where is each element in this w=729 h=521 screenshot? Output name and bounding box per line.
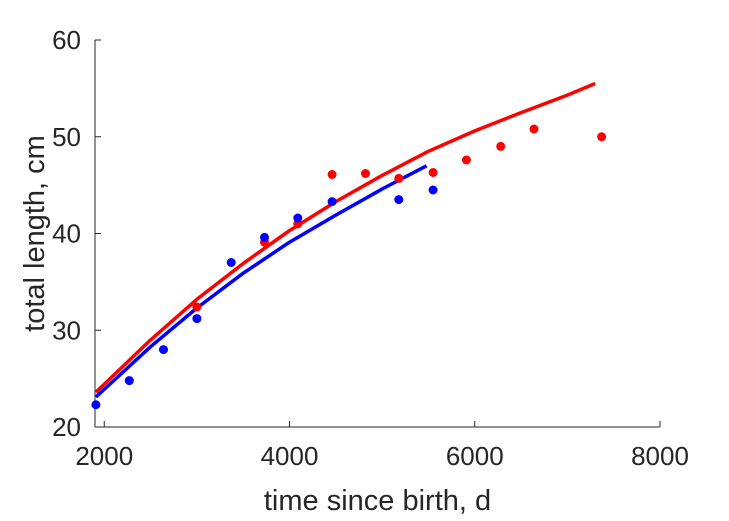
y-tick-label: 40 [52,219,81,249]
blue-data-point [293,213,303,223]
axes [94,40,660,428]
red-data-point [361,169,370,178]
y-tick-label: 50 [52,122,81,152]
ticks: 2000 4000 6000 8000 20 30 40 50 60 [52,25,689,471]
y-tick-label: 60 [52,25,81,55]
red-data-point [529,124,539,134]
blue-data-point [428,185,438,195]
x-tick-label: 8000 [631,441,689,471]
fit-curves [94,81,596,399]
y-axis-label: total length, cm [19,135,51,332]
red-data-point [192,302,202,312]
x-axis-label: time since birth, d [264,485,491,517]
x-tick-label: 6000 [446,441,504,471]
blue-data-point [124,376,134,386]
blue-data-point [91,400,101,410]
x-tick-label: 2000 [75,441,133,471]
blue-data-point [394,195,404,205]
red-data-point [597,132,607,142]
blue-data-point [226,258,236,267]
y-tick-label: 30 [52,315,81,345]
blue-data-point [260,232,269,242]
blue-fit-curve [94,164,428,399]
x-tick-label: 4000 [261,441,319,471]
y-tick-label: 20 [52,412,81,442]
data-points [91,124,607,410]
red-data-point [461,155,471,165]
red-fit-curve [94,81,596,394]
red-data-point [327,170,337,179]
blue-data-point [159,345,168,355]
blue-data-point [327,197,337,207]
blue-data-point [192,314,202,324]
red-data-point [496,141,506,151]
red-data-point [394,173,404,183]
red-data-point [428,168,438,177]
